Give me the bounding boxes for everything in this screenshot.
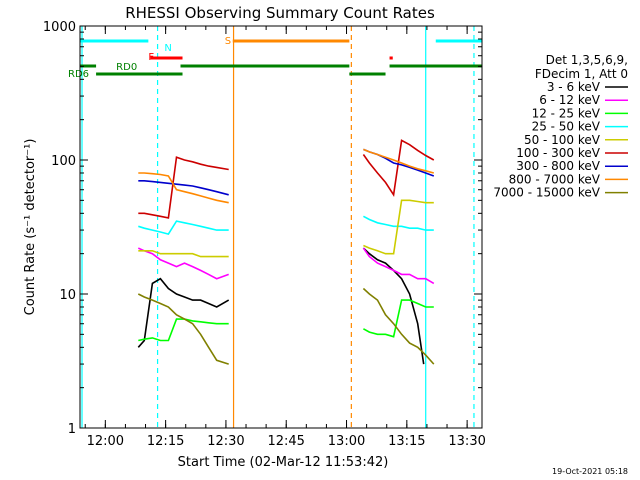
- bar-label-3: RD0: [116, 62, 137, 73]
- bar-label-2: S: [225, 36, 231, 47]
- bar-label-4: RD6: [68, 69, 89, 80]
- x-tick-label-6: 13:30: [448, 434, 485, 449]
- series-line-8-segment-0: [137, 293, 229, 365]
- series-line-1-segment-0: [137, 247, 229, 280]
- legend-entry-label-7: 800 - 7000 keV: [509, 172, 601, 186]
- legend-entry-label-3: 25 - 50 keV: [532, 120, 601, 134]
- y-axis-label: Count Rate (s⁻¹ detector⁻¹): [23, 139, 38, 316]
- y-tick-label-2: 100: [51, 154, 76, 169]
- series-line-3-segment-0: [138, 220, 229, 236]
- series-line-7-segment-0: [138, 172, 229, 204]
- x-tick-label-2: 12:30: [207, 434, 244, 449]
- x-tick-label-4: 13:00: [328, 434, 365, 449]
- bar-label-0: N: [164, 43, 171, 54]
- legend-entry-label-4: 50 - 100 keV: [524, 133, 601, 147]
- x-axis: 12:00 12:15 12:30 12:45 13:00 13:15 13:30: [84, 26, 486, 449]
- y-tick-label-3: 1000: [43, 20, 76, 35]
- legend-header-line-1: Det 1,3,5,6,9,: [546, 53, 628, 67]
- x-tick-label-3: 12:45: [267, 434, 304, 449]
- chart-title: RHESSI Observing Summary Count Rates: [125, 4, 435, 22]
- series-line-4-segment-1: [363, 199, 434, 255]
- y-tick-label-0: 1: [68, 422, 76, 437]
- series-line-5-segment-1: [362, 139, 435, 198]
- series-line-8-segment-1: [362, 287, 435, 365]
- series-line-0-segment-0: [137, 277, 230, 348]
- series-line-0-segment-1: [362, 247, 425, 365]
- x-axis-label: Start Time (02-Mar-12 11:53:42): [178, 455, 389, 470]
- series-line-7-segment-1: [363, 148, 435, 174]
- legend: Det 1,3,5,6,9, FDecim 1, Att 0 3 - 6 keV…: [493, 53, 628, 200]
- legend-header-line-2: FDecim 1, Att 0: [535, 67, 628, 81]
- generation-timestamp: 19-Oct-2021 05:18: [552, 467, 628, 476]
- series-line-1-segment-1: [362, 247, 435, 285]
- series-line-2-segment-1: [363, 299, 434, 338]
- legend-entry-label-8: 7000 - 15000 keV: [493, 186, 600, 200]
- x-tick-label-0: 12:00: [87, 434, 124, 449]
- legend-entry-label-2: 12 - 25 keV: [532, 106, 601, 120]
- x-tick-label-1: 12:15: [147, 434, 184, 449]
- bar-label-1: F: [148, 52, 154, 63]
- series-line-6-segment-0: [138, 180, 229, 196]
- series-layer: [137, 139, 435, 365]
- state-bars: NF S RD0 RD6: [68, 36, 482, 80]
- legend-entry-label-5: 100 - 300 keV: [516, 146, 600, 160]
- legend-entry-label-6: 300 - 800 keV: [516, 159, 600, 173]
- y-axis: 1 10 100 1000: [43, 20, 482, 437]
- series-line-4-segment-0: [138, 250, 229, 258]
- plot-frame: [79, 25, 483, 429]
- legend-entry-label-1: 6 - 12 keV: [539, 93, 601, 107]
- series-line-2-segment-0: [138, 318, 229, 342]
- x-tick-label-5: 13:15: [388, 434, 425, 449]
- y-tick-label-1: 10: [59, 288, 76, 303]
- vertical-marker-lines: [81, 26, 475, 428]
- legend-entry-label-0: 3 - 6 keV: [547, 80, 601, 94]
- series-line-5-segment-0: [138, 156, 229, 219]
